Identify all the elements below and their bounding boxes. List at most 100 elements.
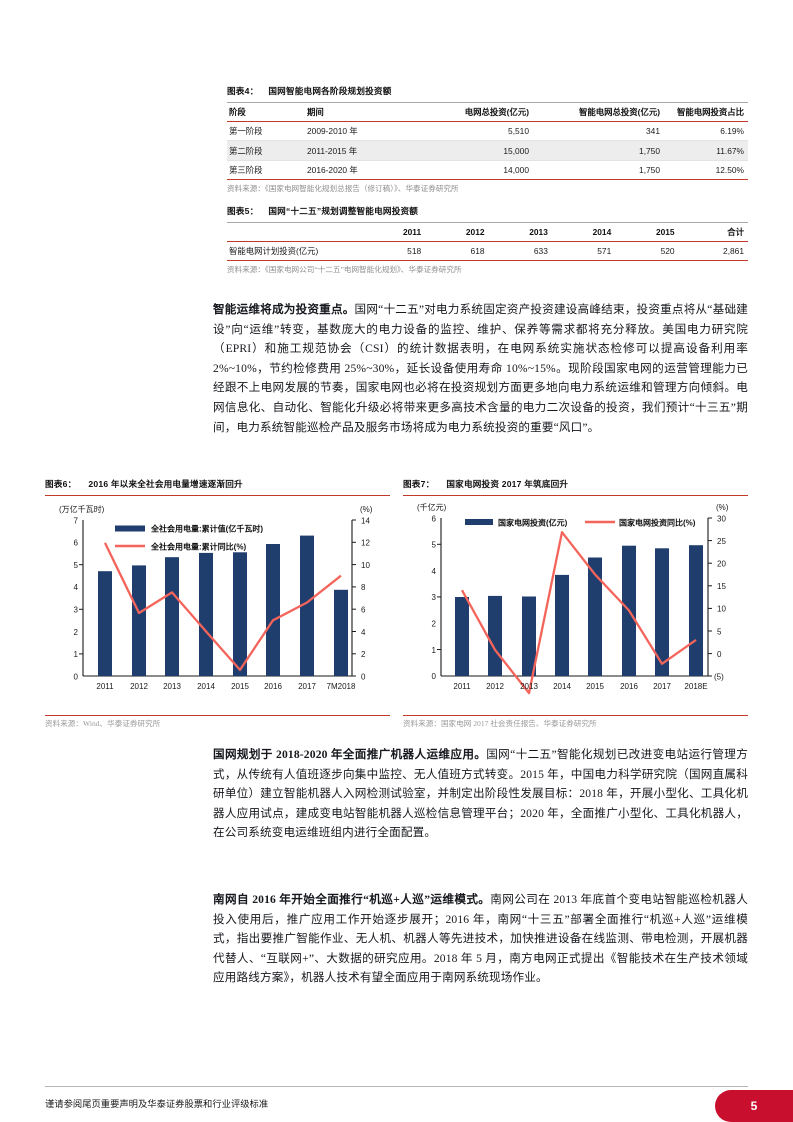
- table-4-caption-title: 国网智能电网各阶段规划投资额: [268, 86, 392, 96]
- svg-text:20: 20: [717, 560, 726, 569]
- table-5-th-5: 2015: [615, 222, 679, 242]
- figure-6-panel: 图表6： 2016 年以来全社会用电量增速逐渐回升 (万亿千瓦时) (%) 7 …: [45, 474, 390, 729]
- figure-7-legend-bar-label: 国家电网投资(亿元): [498, 518, 568, 528]
- svg-text:2012: 2012: [486, 682, 504, 691]
- table-4-r0-c0: 第一阶段: [227, 121, 305, 142]
- svg-text:2: 2: [74, 628, 79, 637]
- figure-6-ylabel-left: (万亿千瓦时): [59, 504, 105, 514]
- figure-7-caption-title: 国家电网投资 2017 年筑底回升: [446, 479, 569, 489]
- svg-text:2016: 2016: [264, 682, 282, 691]
- table-4-th-2: 电网总投资(亿元): [419, 102, 533, 122]
- svg-text:0: 0: [717, 650, 722, 659]
- svg-text:5: 5: [717, 627, 722, 636]
- figure-7-ylabel-right: (%): [716, 503, 729, 512]
- svg-text:4: 4: [361, 628, 366, 637]
- figure-6-bar-2012: [132, 565, 146, 676]
- table-5-th-6: 合计: [678, 222, 748, 242]
- table-5-caption-title: 国网“十二五”规划调整智能电网投资额: [268, 206, 419, 216]
- svg-text:1: 1: [432, 646, 437, 655]
- figure-7-chart: (千亿元) (%) 6 5 4 3 2 1 0 30 25: [417, 502, 729, 713]
- svg-text:10: 10: [717, 605, 726, 614]
- figure-7-legend-bar-swatch: [465, 519, 493, 525]
- table-5-r0-c5: 520: [615, 241, 679, 262]
- svg-text:0: 0: [361, 672, 366, 681]
- figure-6-legend: 全社会用电量:累计值(亿千瓦时) 全社会用电量:累计同比(%): [115, 524, 263, 552]
- figure-7-panel: 图表7： 国家电网投资 2017 年筑底回升 (千亿元) (%) 6 5 4 3…: [403, 474, 748, 729]
- svg-text:30: 30: [717, 514, 726, 523]
- table-4-source: 资料来源：《国家电网智能化规划总报告（修订稿）》、华泰证券研究所: [227, 184, 459, 194]
- table-4-r1-c3: 1,750: [533, 140, 664, 161]
- svg-text:2: 2: [361, 650, 366, 659]
- table-4-th-0: 阶段: [227, 102, 305, 122]
- svg-text:2017: 2017: [298, 682, 316, 691]
- table-row: 第三阶段 2016-2020 年 14,000 1,750 12.50%: [227, 160, 748, 181]
- paragraph-2-lead: 国网规划于 2018-2020 年全面推广机器人运维应用。: [213, 748, 487, 761]
- figure-6-bar-2011: [98, 571, 112, 676]
- svg-text:2018E: 2018E: [684, 682, 707, 691]
- svg-text:7: 7: [74, 516, 79, 525]
- figure-6-x-labels: 2011 2012 2013 2014 2015 2016 2017 7M201…: [96, 682, 356, 691]
- table-5-body: 智能电网计划投资(亿元) 518 618 633 571 520 2,861: [227, 241, 748, 262]
- paragraph-state-grid-plan: 国网规划于 2018-2020 年全面推广机器人运维应用。国网“十二五”智能化规…: [213, 745, 748, 843]
- figure-6-caption-title: 2016 年以来全社会用电量增速逐渐回升: [88, 479, 243, 489]
- svg-text:5: 5: [432, 541, 437, 550]
- table-4-block: 图表4： 国网智能电网各阶段规划投资额 阶段 期间 电网总投资(亿元) 智能电网总…: [227, 85, 748, 194]
- figure-7-right-ticks: 30 25 20 15 10 5 0 (5): [708, 514, 726, 682]
- svg-text:3: 3: [74, 606, 79, 615]
- svg-text:2014: 2014: [553, 682, 571, 691]
- table-5-source: 资料来源：《国家电网公司“十二五”电网智能化规划》、华泰证券研究所: [227, 265, 462, 275]
- svg-text:2011: 2011: [453, 682, 471, 691]
- figure-7-bars: [455, 545, 703, 676]
- table-row: 第二阶段 2011-2015 年 15,000 1,750 11.67%: [227, 140, 748, 161]
- svg-text:(5): (5): [714, 673, 724, 682]
- figure-7-bar-2013: [522, 596, 536, 676]
- paragraph-2-body: 国网“十二五”智能化规划已改进变电站运行管理方式，从传统有人值班逐步向集中监控、…: [213, 748, 748, 840]
- table-4-r0-c2: 5,510: [419, 121, 533, 142]
- figure-6-source: 资料来源：Wind、华泰证券研究所: [45, 719, 161, 728]
- table-5: 2011 2012 2013 2014 2015 合计 智能电网计划投资(亿元)…: [227, 222, 748, 262]
- figure-6-bar-7M2018: [334, 589, 348, 676]
- table-4-r0-c3: 341: [533, 121, 664, 142]
- figure-6-ylabel-right: (%): [360, 505, 373, 514]
- svg-text:2015: 2015: [231, 682, 249, 691]
- figure-7-bar-2012: [488, 595, 502, 676]
- table-4-head: 阶段 期间 电网总投资(亿元) 智能电网总投资(亿元) 智能电网投资占比: [227, 102, 748, 122]
- table-5-block: 图表5： 国网“十二五”规划调整智能电网投资额 2011 2012 2013 20…: [227, 205, 748, 275]
- figure-7-ylabel-left: (千亿元): [417, 502, 447, 512]
- svg-text:5: 5: [74, 561, 79, 570]
- figure-6-rule: [45, 715, 390, 716]
- table-4-r0-c1: 2009-2010 年: [305, 121, 419, 142]
- footer-divider: [45, 1086, 748, 1087]
- paragraph-3-lead: 南网自 2016 年开始全面推行“机巡+人巡”运维模式。: [213, 893, 491, 906]
- paragraph-1-body: 国网“十二五”对电力系统固定资产投资建设高峰结束，投资重点将从“基础建设”向“运…: [213, 303, 748, 434]
- table-4-r1-c1: 2011-2015 年: [305, 140, 419, 161]
- figure-7-legend: 国家电网投资(亿元) 国家电网投资同比(%): [465, 518, 696, 528]
- figure-7-bar-2017: [655, 548, 669, 676]
- paragraph-1-lead: 智能运维将成为投资重点。: [213, 303, 355, 316]
- svg-text:10: 10: [361, 561, 370, 570]
- table-5-caption: 图表5： 国网“十二五”规划调整智能电网投资额: [227, 205, 748, 217]
- svg-text:25: 25: [717, 537, 726, 546]
- svg-text:12: 12: [361, 539, 370, 548]
- figure-6-legend-bar-label: 全社会用电量:累计值(亿千瓦时): [150, 524, 263, 534]
- svg-text:6: 6: [432, 514, 437, 523]
- page-number: 5: [750, 1099, 758, 1113]
- figure-6-legend-line-label: 全社会用电量:累计同比(%): [150, 542, 246, 552]
- svg-text:2: 2: [432, 620, 437, 629]
- svg-text:6: 6: [74, 539, 79, 548]
- svg-text:3: 3: [432, 593, 437, 602]
- figure-6-bar-2015: [233, 552, 247, 676]
- table-4-body: 第一阶段 2009-2010 年 5,510 341 6.19% 第二阶段 20…: [227, 121, 748, 181]
- figure-6-chart: (万亿千瓦时) (%) 7 6 5 4 3 2 1 0 1: [59, 504, 373, 691]
- figure-7-caption-number: 图表7：: [403, 479, 435, 489]
- table-4-r1-c2: 15,000: [419, 140, 533, 161]
- table-4-header-row: 阶段 期间 电网总投资(亿元) 智能电网总投资(亿元) 智能电网投资占比: [227, 102, 748, 122]
- figure-7-source: 资料来源：国家电网 2017 社会责任报告、华泰证券研究所: [403, 719, 597, 728]
- figure-6-bar-2014: [199, 552, 213, 676]
- svg-text:2015: 2015: [586, 682, 604, 691]
- table-5-th-4: 2014: [551, 222, 616, 242]
- paragraph-southern-grid: 南网自 2016 年开始全面推行“机巡+人巡”运维模式。南网公司在 2013 年…: [213, 890, 748, 988]
- figure-6-legend-bar-swatch: [115, 525, 145, 532]
- svg-text:4: 4: [74, 583, 79, 592]
- figure-6-bar-2013: [165, 557, 179, 676]
